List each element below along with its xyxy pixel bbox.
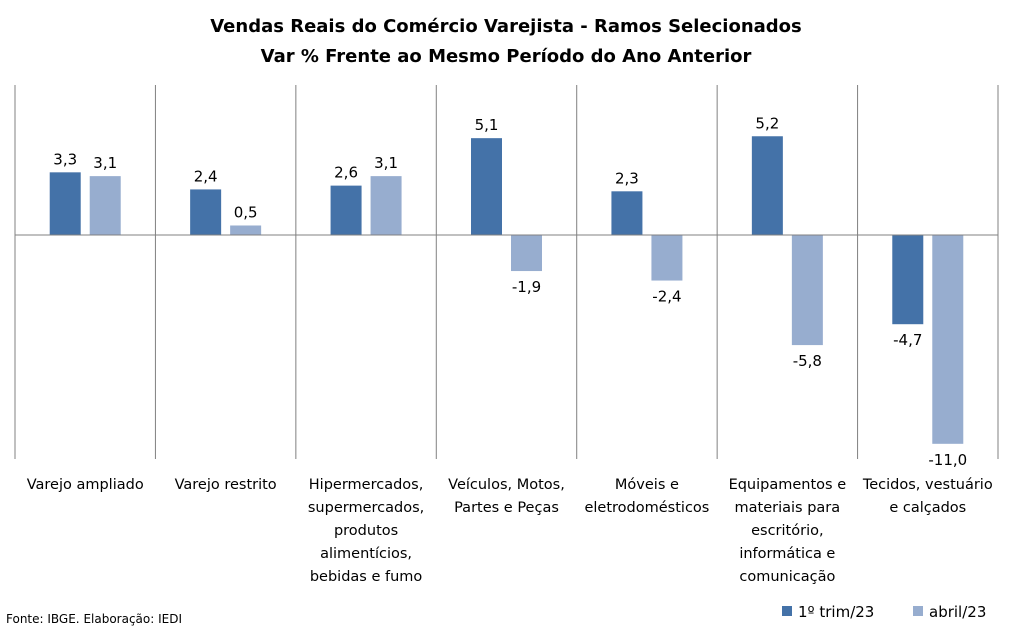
chart-title: Vendas Reais do Comércio Varejista - Ram… bbox=[210, 16, 802, 37]
category-label-1: Varejo ampliado bbox=[27, 477, 144, 493]
bar-series-2-6 bbox=[791, 234, 823, 346]
category-label-4: Veículos, Motos, Partes e Peças bbox=[448, 477, 565, 516]
data-label-series-2-7: -11,0 bbox=[928, 451, 967, 469]
bar-series-1-2 bbox=[190, 189, 222, 235]
bar-series-2-4 bbox=[511, 234, 542, 272]
data-label-series-1-4: 5,1 bbox=[475, 116, 499, 134]
bar-series-2-3 bbox=[370, 176, 402, 235]
data-label-series-1-2: 2,4 bbox=[194, 167, 218, 185]
legend-label-series-2: abril/23 bbox=[929, 603, 986, 621]
data-label-series-1-1: 3,3 bbox=[53, 150, 77, 168]
data-label-series-1-5: 2,3 bbox=[615, 169, 639, 187]
bar-series-2-5 bbox=[651, 234, 683, 281]
bar-series-1-1 bbox=[49, 172, 81, 235]
category-label-2: Varejo restrito bbox=[175, 477, 277, 493]
bar-series-2-2 bbox=[230, 225, 262, 235]
bar-series-1-6 bbox=[751, 136, 783, 235]
data-label-series-2-4: -1,9 bbox=[512, 278, 541, 296]
data-label-series-2-2: 0,5 bbox=[234, 203, 258, 221]
source-note: Fonte: IBGE. Elaboração: IEDI bbox=[6, 612, 182, 626]
bar-series-1-7 bbox=[892, 234, 924, 325]
bar-series-1-3 bbox=[330, 185, 362, 235]
legend-swatch-series-1 bbox=[782, 606, 792, 616]
bar-series-2-1 bbox=[89, 176, 121, 235]
bar-series-1-4 bbox=[471, 138, 502, 235]
legend-label-series-1: 1º trim/23 bbox=[798, 603, 874, 621]
plot-area: 3,3 2,4 2,6 5,1 2,3 5,2 -4,7 3,1 0,5 3,1 -1,9 -2,4 -… bbox=[14, 85, 999, 585]
category-label-6: Equipamentos e materiais para escritório, i… bbox=[729, 477, 847, 585]
bar-series-2-7 bbox=[932, 234, 964, 444]
category-label-5: Móveis e eletrodomésticos bbox=[584, 477, 709, 516]
data-label-series-1-3: 2,6 bbox=[334, 164, 358, 182]
chart-subtitle: Var % Frente ao Mesmo Período do Ano Ant… bbox=[261, 46, 752, 67]
data-label-series-2-5: -2,4 bbox=[652, 288, 681, 306]
data-label-series-1-6: 5,2 bbox=[755, 114, 779, 132]
data-label-series-2-3: 3,1 bbox=[374, 154, 398, 172]
legend: 1º trim/23 abril/23 bbox=[782, 603, 986, 621]
data-label-series-2-6: -5,8 bbox=[793, 352, 822, 370]
category-label-3: Hipermercados, supermercados, produtos alim… bbox=[308, 477, 424, 585]
legend-swatch-series-2 bbox=[913, 606, 923, 616]
data-label-series-2-1: 3,1 bbox=[93, 154, 117, 172]
bar-series-1-5 bbox=[611, 191, 643, 235]
category-label-7: Tecidos, vestuário e calçados bbox=[862, 477, 993, 516]
data-label-series-1-7: -4,7 bbox=[893, 331, 922, 349]
